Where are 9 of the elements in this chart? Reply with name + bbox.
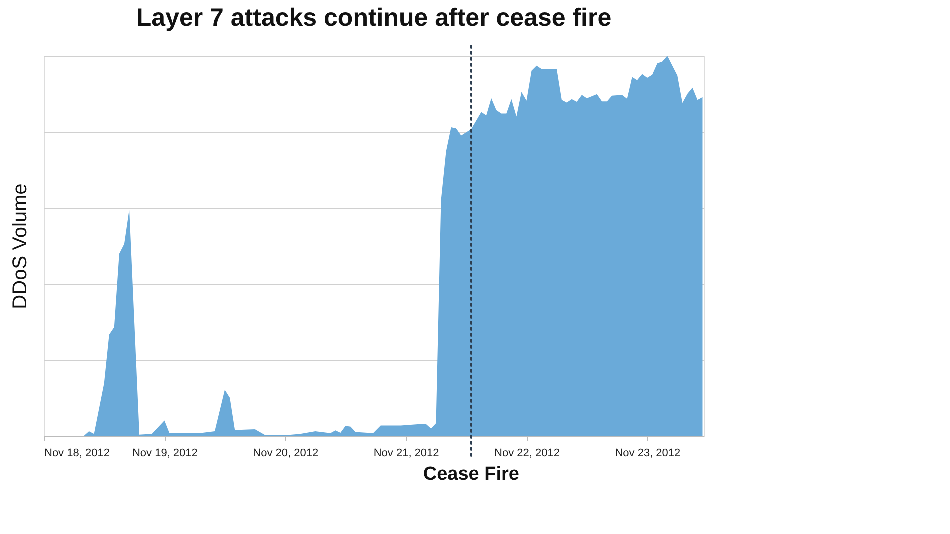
chart-title: Layer 7 attacks continue after cease fire (136, 4, 612, 32)
x-tick-label: Nov 23, 2012 (615, 448, 681, 460)
x-tick-label: Nov 18, 2012 (44, 448, 110, 460)
x-tick-label: Nov 22, 2012 (494, 448, 560, 460)
x-tick-label: Nov 20, 2012 (253, 448, 319, 460)
ref-line-label: Cease Fire (423, 464, 520, 485)
x-tick-label: Nov 21, 2012 (374, 448, 440, 460)
y-axis-title: DDoS Volume (10, 184, 32, 310)
x-tick-label: Nov 19, 2012 (132, 448, 198, 460)
